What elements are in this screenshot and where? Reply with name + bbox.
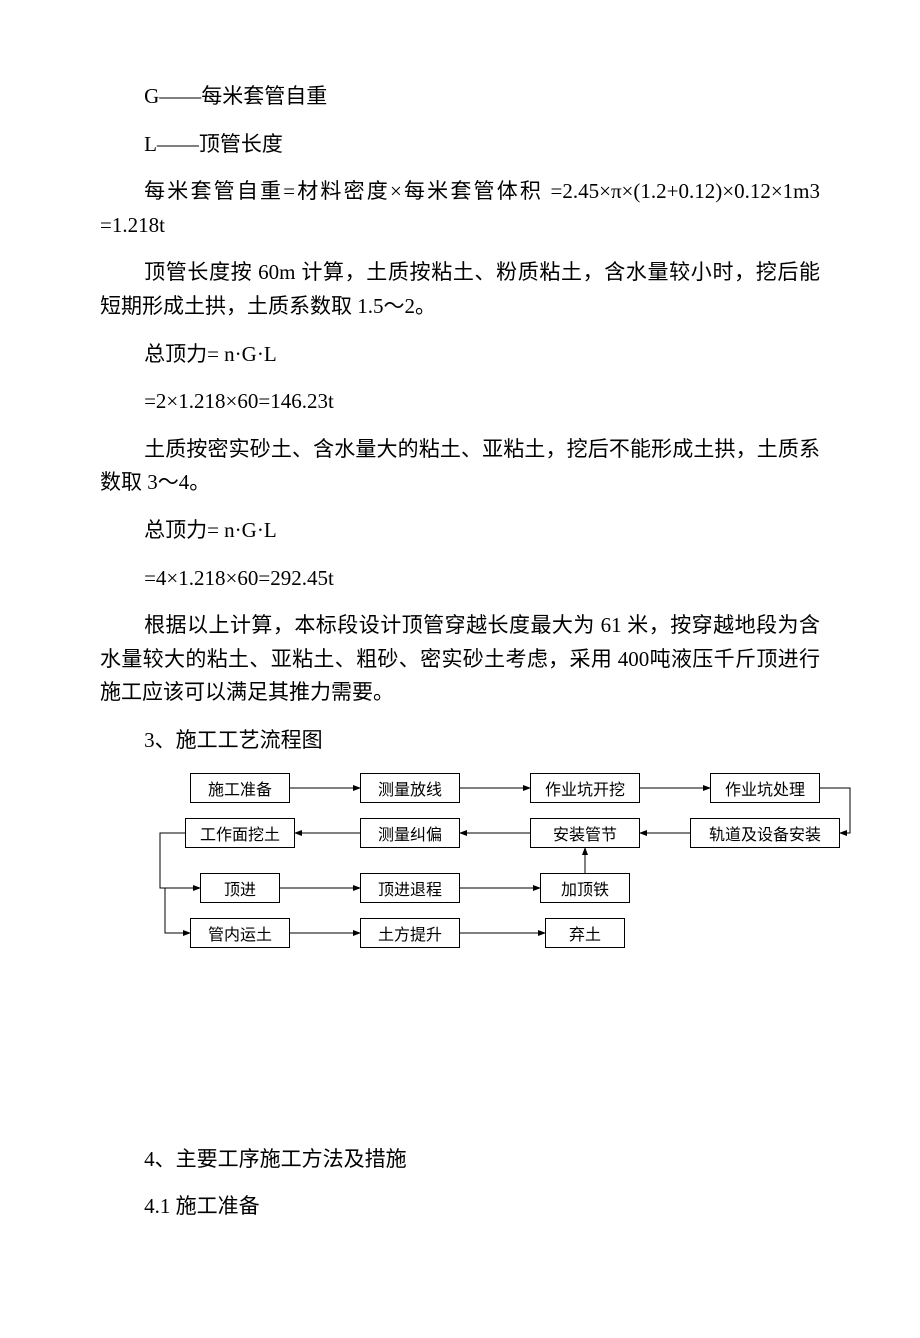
flowchart-node: 加顶铁: [540, 873, 630, 903]
flowchart-node: 顶进退程: [360, 873, 460, 903]
paragraph: L——顶管长度: [100, 128, 820, 162]
flowchart-node: 轨道及设备安装: [690, 818, 840, 848]
process-flowchart: 施工准备 测量放线 作业坑开挖 作业坑处理工作面挖土 测量纠偏 安装管节 轨道及设备安装顶进…: [150, 773, 910, 973]
flowchart-node: 作业坑开挖: [530, 773, 640, 803]
spacer: [100, 1003, 820, 1143]
flowchart-node: 土方提升: [360, 918, 460, 948]
paragraph: G——每米套管自重: [100, 80, 820, 114]
paragraph: 顶管长度按 60m 计算，土质按粘土、粉质粘土，含水量较小时，挖后能短期形成土拱…: [100, 256, 820, 323]
flowchart-node: 管内运土: [190, 918, 290, 948]
flowchart-node: 弃土: [545, 918, 625, 948]
flowchart-node: 作业坑处理: [710, 773, 820, 803]
flowchart-node: 安装管节: [530, 818, 640, 848]
section-heading: 4、主要工序施工方法及措施: [100, 1143, 820, 1177]
paragraph: 土质按密实砂土、含水量大的粘土、亚粘土，挖后不能形成土拱，土质系数取 3～4。: [100, 433, 820, 500]
paragraph: =4×1.218×60=292.45t: [100, 562, 820, 596]
flowchart-node: 工作面挖土: [185, 818, 295, 848]
section-heading: 3、施工工艺流程图: [100, 724, 820, 758]
flowchart-node: 测量纠偏: [360, 818, 460, 848]
paragraph: 根据以上计算，本标段设计顶管穿越长度最大为 61 米，按穿越地段为含水量较大的粘…: [100, 609, 820, 710]
flowchart-node: 顶进: [200, 873, 280, 903]
paragraph: =2×1.218×60=146.23t: [100, 385, 820, 419]
document-page: G——每米套管自重 L——顶管长度 每米套管自重=材料密度×每米套管体积 =2.…: [0, 0, 920, 1338]
paragraph: 总顶力= n·G·L: [100, 514, 820, 548]
paragraph: 总顶力= n·G·L: [100, 338, 820, 372]
flowchart-node: 测量放线: [360, 773, 460, 803]
flowchart-node: 施工准备: [190, 773, 290, 803]
paragraph: 每米套管自重=材料密度×每米套管体积 =2.45×π×(1.2+0.12)×0.…: [100, 175, 820, 242]
subsection-heading: 4.1 施工准备: [100, 1190, 820, 1224]
